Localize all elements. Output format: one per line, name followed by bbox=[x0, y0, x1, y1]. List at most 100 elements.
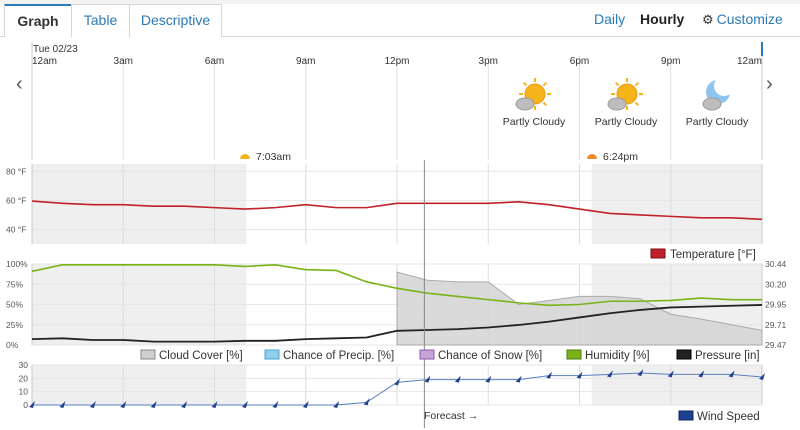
pressure-tick-label: 29.47 bbox=[765, 340, 787, 350]
time-tick-label: 12am bbox=[32, 56, 57, 67]
sunset-marker: 6:24pm bbox=[587, 151, 638, 163]
sunrise-marker: 7:03am bbox=[240, 151, 291, 163]
tab-descriptive[interactable]: Descriptive bbox=[129, 4, 222, 37]
wind-panel: 0 10 20 30 bbox=[19, 360, 765, 410]
condition-icons: Partly Cloudy Partly Cloudy Partly Cloud… bbox=[503, 76, 749, 128]
temperature-swatch bbox=[650, 248, 666, 259]
wind-direction-arrow bbox=[576, 371, 583, 379]
time-tick-label: 12am bbox=[737, 56, 762, 67]
partly-cloudy-night-icon bbox=[702, 76, 734, 111]
pressure-legend-label: Pressure [in] bbox=[695, 350, 760, 362]
date-label: Tue 02/23 bbox=[33, 44, 78, 55]
temperature-tick-label: 80 °F bbox=[6, 166, 26, 176]
snow-legend-label: Chance of Snow [%] bbox=[438, 350, 542, 362]
forecast-label: Forecast → bbox=[424, 410, 478, 422]
sun-ray bbox=[542, 81, 548, 87]
condition-item-1: Partly Cloudy bbox=[503, 78, 566, 128]
condition-item-3: Partly Cloudy bbox=[686, 76, 749, 128]
wind-swatch bbox=[678, 410, 694, 421]
sun-ray bbox=[542, 101, 548, 107]
humidity-swatch bbox=[566, 349, 582, 360]
pressure-line bbox=[31, 304, 763, 343]
pressure-tick-label: 30.44 bbox=[765, 259, 787, 269]
temperature-tick-label: 40 °F bbox=[6, 224, 26, 234]
customize-label: Customize bbox=[716, 11, 783, 27]
sun-ray bbox=[634, 101, 640, 107]
temperature-line bbox=[31, 200, 763, 221]
sunset-icon bbox=[587, 154, 597, 159]
night-shading bbox=[591, 365, 762, 405]
cloud-cover-legend-label: Cloud Cover [%] bbox=[159, 350, 243, 362]
sunset-time: 6:24pm bbox=[603, 151, 638, 163]
wind-tick-label: 20 bbox=[19, 373, 29, 383]
top-strip bbox=[0, 0, 800, 4]
tab-table[interactable]: Table bbox=[71, 4, 130, 37]
night-shading bbox=[591, 164, 762, 244]
snow-swatch bbox=[419, 349, 435, 360]
time-tick-label: 3am bbox=[114, 56, 133, 67]
wind-direction-arrow bbox=[606, 370, 613, 378]
wind-tick-label: 30 bbox=[19, 360, 29, 370]
wind-direction-arrow bbox=[120, 401, 127, 408]
wind-tick-label: 10 bbox=[19, 387, 29, 397]
wind-direction-arrow bbox=[667, 370, 674, 378]
wind-direction-arrow bbox=[546, 371, 553, 379]
prev-period-arrow[interactable]: ‹ bbox=[16, 73, 23, 95]
next-period-arrow[interactable]: › bbox=[766, 73, 773, 95]
wind-direction-arrow bbox=[698, 370, 705, 378]
condition-label: Partly Cloudy bbox=[595, 116, 658, 128]
wind-direction-arrow bbox=[59, 401, 66, 408]
pressure-tick-label: 29.71 bbox=[765, 320, 787, 330]
sunrise-icon bbox=[240, 154, 250, 159]
tab-graph[interactable]: Graph bbox=[4, 4, 72, 37]
partly-cloudy-day-icon bbox=[515, 78, 551, 111]
sun-ray bbox=[614, 81, 620, 87]
gear-icon: ⚙ bbox=[702, 12, 714, 27]
time-tick-label: 6am bbox=[205, 56, 224, 67]
percent-tick-label: 100% bbox=[6, 259, 28, 269]
temperature-panel: 40 °F 60 °F 80 °F bbox=[6, 164, 763, 244]
humidity-line bbox=[31, 264, 762, 307]
pressure-tick-label: 30.20 bbox=[765, 279, 787, 289]
wind-direction-arrow bbox=[363, 398, 370, 406]
time-tick-label: 9pm bbox=[661, 56, 680, 67]
condition-label: Partly Cloudy bbox=[686, 116, 749, 128]
wind-direction-arrow bbox=[89, 401, 96, 408]
wind-direction-arrow bbox=[302, 401, 309, 408]
wind-direction-arrow bbox=[150, 401, 157, 408]
condition-item-2: Partly Cloudy bbox=[595, 78, 658, 128]
percent-tick-label: 25% bbox=[6, 320, 23, 330]
partly-cloudy-day-icon bbox=[607, 78, 643, 111]
hourly-toggle[interactable]: Hourly bbox=[640, 11, 685, 27]
wind-legend-label: Wind Speed bbox=[697, 411, 760, 423]
percent-tick-label: 75% bbox=[6, 279, 23, 289]
wind-direction-arrow bbox=[728, 370, 735, 378]
timeline-header: Tue 02/23 12am 3am 6am 9am 12pm 3pm 6pm 9pm 12am bbox=[31, 42, 763, 160]
wind-legend: Wind Speed bbox=[678, 410, 760, 423]
night-shading bbox=[32, 365, 247, 405]
condition-label: Partly Cloudy bbox=[503, 116, 566, 128]
sunrise-time: 7:03am bbox=[256, 151, 291, 163]
temperature-legend-label: Temperature [°F] bbox=[670, 249, 756, 261]
daily-toggle[interactable]: Daily bbox=[594, 11, 626, 27]
temperature-legend: Temperature [°F] bbox=[650, 248, 756, 261]
wind-tick-label: 0 bbox=[23, 400, 28, 410]
pressure-tick-label: 29.95 bbox=[765, 300, 787, 310]
wind-direction-arrow bbox=[485, 375, 492, 383]
wind-direction-arrow bbox=[454, 375, 461, 383]
wind-direction-arrow bbox=[759, 373, 765, 380]
wind-direction-arrow bbox=[394, 378, 400, 386]
percent-tick-label: 0% bbox=[6, 340, 19, 350]
precip-swatch bbox=[264, 349, 280, 360]
percent-tick-label: 50% bbox=[6, 300, 23, 310]
time-tick-label: 6pm bbox=[570, 56, 589, 67]
precip-legend-label: Chance of Precip. [%] bbox=[283, 350, 394, 362]
sun-ray bbox=[634, 81, 640, 87]
wind-direction-arrow bbox=[29, 401, 35, 408]
pressure-swatch bbox=[676, 349, 692, 360]
time-tick-label: 3pm bbox=[479, 56, 498, 67]
customize-button[interactable]: ⚙ Customize bbox=[702, 4, 783, 37]
wind-direction-arrow bbox=[272, 401, 279, 408]
temperature-tick-label: 60 °F bbox=[6, 195, 26, 205]
